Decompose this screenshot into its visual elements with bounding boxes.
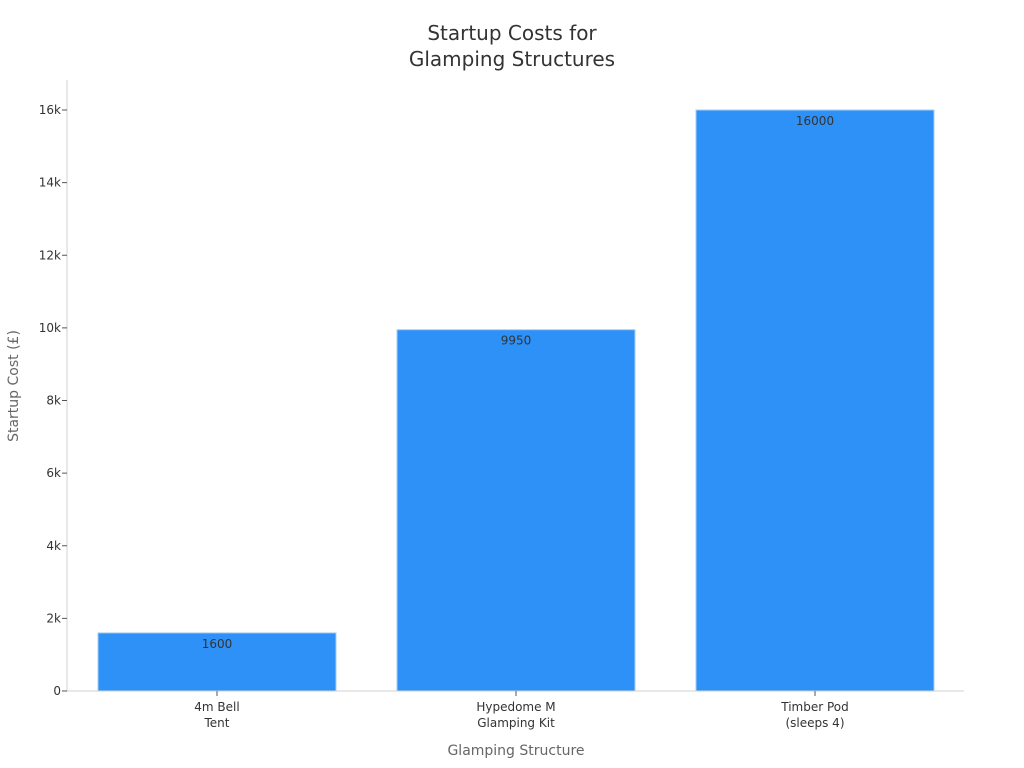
bar-group: 1600 [97, 632, 337, 692]
bars: 1600 9950 16000 [97, 109, 935, 692]
y-axis: 0 2k 4k 6k 8k 10k 12k 14k 16k [39, 80, 68, 698]
bar[interactable] [695, 109, 935, 692]
y-tick-label: 4k [46, 539, 61, 553]
y-tick-label: 0 [53, 684, 61, 698]
x-axis: 4m Bell Tent Hypedome M Glamping Kit Timber … [67, 690, 964, 730]
y-tick-label: 8k [46, 394, 61, 408]
bar-value-label: 16000 [796, 114, 834, 128]
bar-value-label: 1600 [202, 637, 233, 651]
bar-group: 9950 [396, 329, 636, 692]
x-tick-label: Timber Pod [780, 700, 849, 714]
y-tick-label: 10k [39, 321, 61, 335]
x-tick-label: Tent [204, 716, 230, 730]
bar[interactable] [396, 329, 636, 692]
x-axis-title: Glamping Structure [447, 743, 584, 759]
y-tick-label: 6k [46, 466, 61, 480]
bar[interactable] [97, 632, 337, 692]
chart-title-line-1: Startup Costs for [427, 21, 597, 45]
chart-title: Startup Costs for Glamping Structures [0, 20, 1024, 72]
y-axis-title: Startup Cost (£) [6, 330, 22, 442]
x-tick-label: Glamping Kit [477, 716, 555, 730]
y-tick-label: 14k [39, 176, 61, 190]
chart-title-line-2: Glamping Structures [408, 47, 616, 71]
y-tick-label: 12k [39, 248, 61, 262]
bar-group: 16000 [695, 109, 935, 692]
x-tick-label: 4m Bell [194, 700, 239, 714]
x-tick-label: (sleeps 4) [785, 716, 844, 730]
x-tick-label: Hypedome M [476, 700, 555, 714]
y-tick-label: 2k [46, 611, 61, 625]
y-tick-label: 16k [39, 103, 61, 117]
bar-value-label: 9950 [501, 334, 532, 348]
